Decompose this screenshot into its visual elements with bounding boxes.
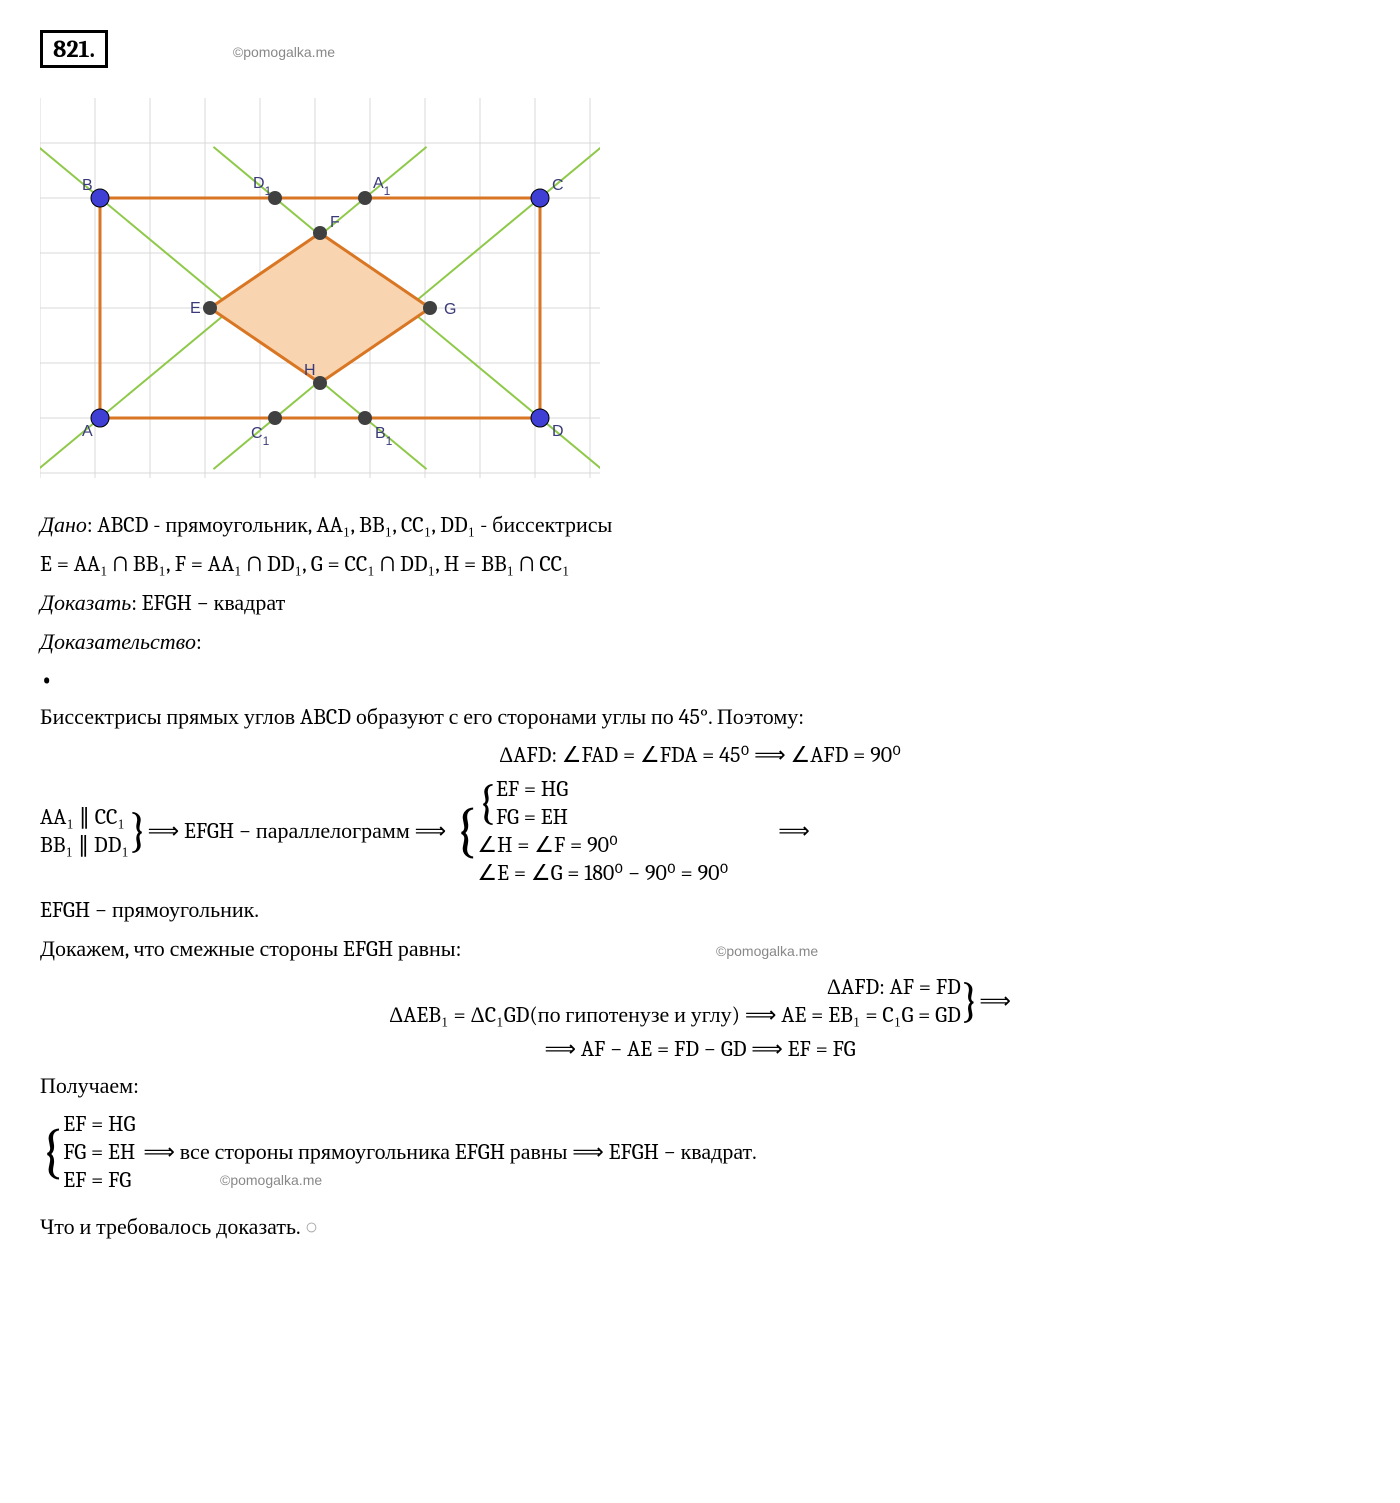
subtraction-line: ⟹ AF − AE = FD − GD ⟹ EF = FG bbox=[40, 1036, 1360, 1062]
right-brace-icon: } bbox=[129, 817, 148, 846]
svg-text:D1: D1 bbox=[253, 175, 272, 198]
proof-label: Доказательство bbox=[40, 629, 196, 655]
afd2: ΔAFD: AF = FD bbox=[389, 974, 961, 1000]
parallel2: BB₁ ∥ DD₁ bbox=[40, 832, 129, 858]
prove-label: Доказать bbox=[40, 590, 131, 616]
svg-text:G: G bbox=[444, 301, 456, 318]
eq2: FG = EH bbox=[496, 804, 568, 830]
given-label: Дано bbox=[40, 512, 87, 538]
svg-text:C: C bbox=[552, 177, 564, 194]
parallelogram-text: ⟹ EFGH − параллелограмм ⟹ bbox=[148, 818, 447, 844]
eq1: EF = HG bbox=[496, 776, 568, 802]
parallelogram-implication: AA₁ ∥ CC₁ BB₁ ∥ DD₁ } ⟹ EFGH − параллело… bbox=[40, 776, 1360, 886]
congruent-block: ΔAFD: AF = FD ΔAEB₁ = ΔC₁GD(по гипотенуз… bbox=[40, 974, 1360, 1028]
svg-text:B: B bbox=[82, 177, 93, 194]
svg-text:D: D bbox=[552, 423, 564, 440]
parallel1: AA₁ ∥ CC₁ bbox=[40, 804, 129, 830]
svg-text:B1: B1 bbox=[375, 425, 393, 448]
watermark-bottom: ©pomogalka.me bbox=[220, 1172, 322, 1188]
final-brace-icon: { bbox=[40, 1137, 63, 1167]
prove-line: Доказать: EFGH − квадрат bbox=[40, 587, 1360, 620]
given-line1: Дано: ABCD - прямоугольник, AA₁, BB₁, CC… bbox=[40, 509, 1360, 542]
result-label: Получаем: bbox=[40, 1070, 1360, 1103]
proof-label-line: Доказательство: bbox=[40, 626, 1360, 659]
right-brace2-icon: } bbox=[961, 987, 980, 1016]
inner-brace-icon: { bbox=[477, 789, 496, 818]
problem-number: 821. bbox=[40, 30, 108, 68]
given-line2: E = AA₁ ∩ BB₁, F = AA₁ ∩ DD₁, G = CC₁ ∩ … bbox=[40, 548, 1360, 581]
final2: FG = EH bbox=[63, 1139, 135, 1165]
implies-arrow: ⟹ bbox=[768, 818, 820, 844]
adjacent-sides-text: Докажем, что смежные стороны EFGH равны:… bbox=[40, 933, 1360, 966]
watermark-mid: ©pomogalka.me bbox=[716, 943, 818, 959]
congruent-triangles: ΔAEB₁ = ΔC₁GD(по гипотенузе и углу) ⟹ AE… bbox=[389, 1002, 961, 1028]
svg-text:H: H bbox=[304, 362, 316, 379]
svg-text:F: F bbox=[330, 214, 340, 231]
qed: Что и требовалось доказать. ○ bbox=[40, 1211, 1360, 1244]
prove-text: : EFGH − квадрат bbox=[131, 590, 285, 616]
eq4: ∠E = ∠G = 180⁰ − 90⁰ = 90⁰ bbox=[477, 860, 728, 886]
eq3: ∠H = ∠F = 90⁰ bbox=[477, 832, 728, 858]
svg-text:A: A bbox=[82, 423, 93, 440]
afd-equation: ΔAFD: ∠FAD = ∠FDA = 45⁰ ⟹ ∠AFD = 90⁰ bbox=[40, 742, 1360, 768]
geometry-diagram: ABCDA1D1B1C1EFGH bbox=[40, 98, 1360, 484]
given-text: : ABCD - прямоугольник, AA₁, BB₁, CC₁, D… bbox=[87, 512, 612, 538]
final-conclusion: ⟹ все стороны прямоугольника EFGH равны … bbox=[143, 1139, 756, 1165]
implies2: ⟹ bbox=[979, 988, 1011, 1014]
proof-colon: : bbox=[196, 629, 202, 655]
svg-text:E: E bbox=[190, 300, 201, 317]
bullet-point: • bbox=[40, 665, 1360, 695]
bisector-note: Биссектрисы прямых углов ABCD образуют с… bbox=[40, 701, 1360, 734]
watermark-top: ©pomogalka.me bbox=[233, 44, 335, 60]
final3: EF = FG bbox=[63, 1167, 135, 1193]
rectangle-conclusion: EFGH − прямоугольник. bbox=[40, 894, 1360, 927]
left-brace-icon: { bbox=[454, 816, 477, 846]
final1: EF = HG bbox=[63, 1111, 135, 1137]
